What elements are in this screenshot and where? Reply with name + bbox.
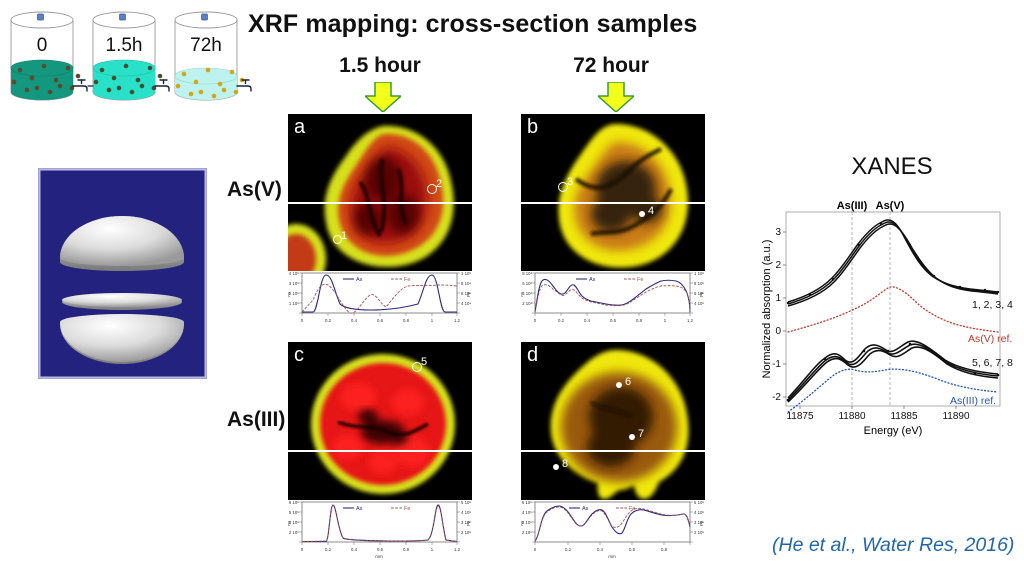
svg-text:11875: 11875 (786, 411, 814, 422)
svg-text:0.4: 0.4 (584, 318, 591, 323)
svg-text:2 10⁵: 2 10⁵ (694, 530, 704, 535)
svg-text:As: As (589, 277, 596, 283)
svg-text:0.8: 0.8 (403, 547, 410, 552)
svg-text:Fe: Fe (466, 291, 471, 297)
svg-text:0: 0 (534, 318, 537, 323)
svg-text:Fe: Fe (637, 277, 643, 283)
svg-text:6 10⁵: 6 10⁵ (289, 500, 299, 505)
svg-text:Normalized absorption (a.u.): Normalized absorption (a.u.) (761, 240, 773, 379)
svg-text:0: 0 (301, 547, 304, 552)
svg-text:11880: 11880 (838, 411, 866, 422)
svg-text:11890: 11890 (942, 411, 970, 422)
svg-text:4 10⁵: 4 10⁵ (522, 510, 532, 515)
svg-text:4 10⁵: 4 10⁵ (461, 510, 471, 515)
svg-text:11885: 11885 (890, 411, 918, 422)
svg-text:8 10⁴: 8 10⁴ (461, 281, 471, 286)
svg-text:Fe: Fe (466, 520, 471, 526)
svg-text:Fe: Fe (699, 520, 704, 526)
svg-text:1: 1 (431, 318, 434, 323)
svg-text:1: 1 (431, 547, 434, 552)
svg-text:4 10⁵: 4 10⁵ (694, 510, 704, 515)
svg-text:4 10⁴: 4 10⁴ (461, 301, 471, 306)
svg-text:4 10⁵: 4 10⁵ (694, 301, 704, 306)
svg-text:2: 2 (775, 260, 781, 271)
svg-text:As: As (288, 520, 291, 526)
svg-text:0.8: 0.8 (636, 318, 643, 323)
svg-text:As: As (288, 291, 291, 297)
svg-text:Fe: Fe (404, 506, 410, 512)
svg-text:1.2: 1.2 (454, 318, 461, 323)
svg-text:0.4: 0.4 (351, 547, 358, 552)
svg-text:0.4: 0.4 (351, 318, 358, 323)
svg-text:0: 0 (301, 318, 304, 323)
svg-text:Energy (eV): Energy (eV) (864, 425, 923, 437)
svg-text:-2: -2 (772, 392, 781, 403)
svg-text:1 10⁵: 1 10⁵ (289, 301, 299, 306)
svg-text:As: As (582, 506, 589, 512)
svg-text:5 10⁵: 5 10⁵ (522, 500, 532, 505)
svg-text:0.2: 0.2 (325, 547, 332, 552)
svg-text:0.6: 0.6 (610, 318, 617, 323)
svg-text:3 10⁵: 3 10⁵ (289, 281, 299, 286)
svg-text:4 10⁵: 4 10⁵ (289, 271, 299, 276)
svg-text:mm: mm (375, 554, 383, 559)
svg-text:1.2: 1.2 (687, 318, 694, 323)
svg-text:0.6: 0.6 (377, 318, 384, 323)
svg-text:Fe: Fe (629, 506, 635, 512)
svg-text:0.2: 0.2 (565, 547, 572, 552)
svg-text:0.8: 0.8 (403, 318, 410, 323)
svg-text:3: 3 (775, 227, 781, 238)
svg-text:0: 0 (534, 547, 537, 552)
svg-text:As(III): As(III) (837, 200, 868, 212)
svg-text:5 10⁵: 5 10⁵ (461, 500, 471, 505)
svg-text:0: 0 (37, 35, 48, 56)
svg-text:Fe: Fe (404, 277, 410, 283)
svg-text:As: As (521, 291, 524, 297)
svg-text:0.6: 0.6 (629, 547, 636, 552)
svg-text:1.5h: 1.5h (106, 35, 143, 56)
svg-text:2 10⁵: 2 10⁵ (522, 530, 532, 535)
svg-text:1 10⁶: 1 10⁶ (694, 271, 704, 276)
svg-text:-1: -1 (772, 359, 781, 370)
svg-text:1: 1 (664, 318, 667, 323)
svg-text:5 10⁵: 5 10⁵ (694, 500, 704, 505)
svg-text:1, 2, 3, 4: 1, 2, 3, 4 (972, 299, 1013, 311)
svg-text:1 10⁵: 1 10⁵ (461, 271, 471, 276)
svg-text:As: As (356, 277, 363, 283)
svg-text:6 10²: 6 10² (522, 281, 532, 286)
svg-text:72h: 72h (190, 35, 222, 56)
svg-text:0.8: 0.8 (661, 547, 668, 552)
svg-text:2 10⁵: 2 10⁵ (461, 530, 471, 535)
svg-text:8 10⁵: 8 10⁵ (694, 281, 704, 286)
svg-text:As(V) ref.: As(V) ref. (968, 333, 1012, 345)
svg-text:8 10²: 8 10² (522, 271, 532, 276)
svg-text:1: 1 (775, 293, 781, 304)
svg-text:5 10⁵: 5 10⁵ (289, 510, 299, 515)
svg-text:As: As (356, 506, 363, 512)
svg-text:mm: mm (608, 554, 616, 559)
svg-text:1.2: 1.2 (454, 547, 461, 552)
svg-text:0.2: 0.2 (558, 318, 565, 323)
svg-text:Fe: Fe (699, 291, 704, 297)
svg-text:2 10²: 2 10² (522, 301, 532, 306)
svg-text:0.4: 0.4 (597, 547, 604, 552)
svg-text:0.6: 0.6 (377, 547, 384, 552)
svg-text:2 10⁵: 2 10⁵ (289, 530, 299, 535)
svg-text:As(V): As(V) (876, 200, 905, 212)
svg-text:As(III) ref.: As(III) ref. (950, 395, 996, 407)
svg-text:As: As (521, 520, 524, 526)
svg-text:0.2: 0.2 (325, 318, 332, 323)
svg-text:5, 6, 7, 8: 5, 6, 7, 8 (972, 357, 1013, 369)
svg-text:0: 0 (775, 326, 781, 337)
